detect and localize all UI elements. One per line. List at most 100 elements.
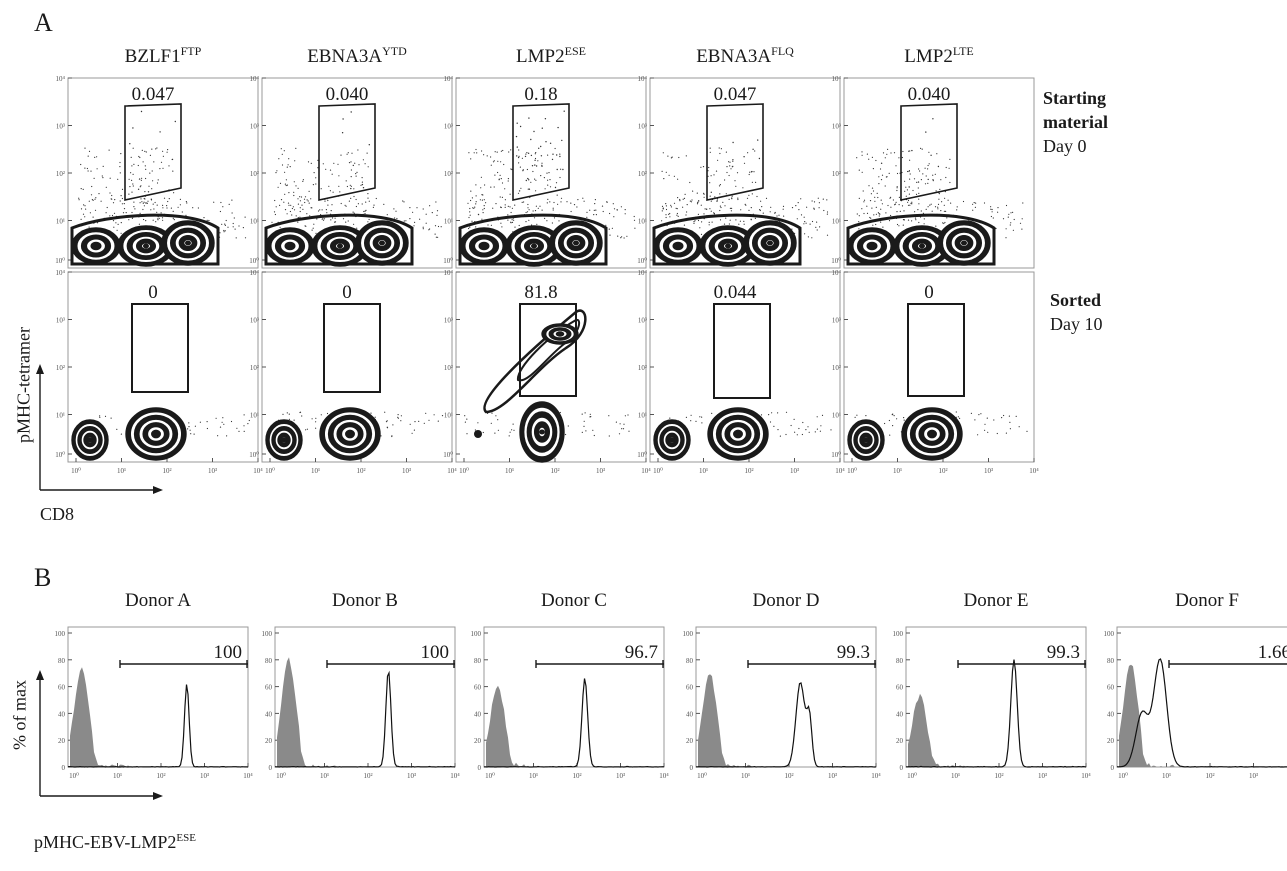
event-dot [275, 172, 277, 174]
x-tick-label: 10³ [200, 772, 209, 780]
event-dot [593, 214, 595, 216]
event-dot [908, 170, 910, 172]
event-dot [490, 224, 492, 226]
event-dot [285, 179, 287, 181]
event-dot [991, 208, 993, 211]
x-tick-label: 10² [938, 467, 947, 475]
event-dot [425, 222, 427, 224]
event-dot [189, 429, 191, 431]
gate-dot [362, 187, 365, 189]
event-dot [162, 219, 164, 221]
y-tick-label: 10⁰ [55, 257, 65, 265]
event-dot [437, 420, 439, 422]
event-dot [948, 167, 950, 169]
event-dot [878, 176, 880, 178]
event-dot [121, 203, 123, 205]
event-dot [594, 203, 596, 205]
event-dot [280, 199, 283, 201]
event-dot [307, 200, 309, 202]
event-dot [533, 217, 536, 219]
event-dot [815, 226, 817, 228]
event-dot [485, 202, 487, 204]
x-tick-label: 10³ [984, 467, 993, 475]
gate-dot [531, 165, 534, 167]
event-dot [482, 194, 484, 196]
event-dot [144, 150, 146, 152]
event-dot [935, 225, 937, 227]
event-dot [96, 168, 98, 170]
contour-core [143, 243, 149, 249]
event-dot [322, 163, 324, 165]
y-tick-label: 40 [58, 710, 66, 718]
event-dot [224, 230, 226, 232]
event-dot [350, 176, 352, 178]
event-dot [856, 157, 858, 159]
event-dot [330, 219, 332, 221]
event-dot [367, 193, 369, 195]
event-dot [333, 162, 335, 164]
x-tick-label: 10¹ [320, 772, 329, 780]
event-dot [717, 159, 719, 161]
event-dot [322, 219, 325, 221]
event-dot [138, 223, 140, 225]
event-dot [552, 209, 554, 211]
event-dot [870, 217, 872, 219]
event-dot [221, 421, 223, 423]
event-dot [308, 190, 310, 192]
event-dot [874, 200, 876, 202]
event-dot [353, 188, 355, 190]
event-dot [866, 212, 869, 214]
event-dot [125, 212, 127, 214]
event-dot [153, 161, 155, 163]
event-dot [168, 198, 170, 200]
event-dot [886, 176, 888, 178]
event-dot [100, 200, 102, 202]
y-tick-label: 60 [265, 684, 273, 692]
y-tick-label: 60 [686, 684, 694, 692]
event-dot [409, 423, 411, 425]
event-dot [1021, 218, 1023, 220]
event-dot [750, 207, 752, 209]
event-dot [321, 209, 323, 211]
event-dot [108, 149, 110, 151]
event-dot [819, 226, 821, 228]
event-dot [295, 147, 297, 149]
event-dot [895, 165, 897, 167]
event-dot [355, 173, 357, 175]
event-dot [691, 199, 693, 201]
event-dot [83, 204, 85, 206]
event-dot [583, 425, 585, 427]
event-dot [411, 432, 413, 434]
event-dot [697, 213, 699, 215]
event-dot [719, 184, 721, 186]
gate-dot [930, 154, 932, 156]
gate-dot [757, 139, 759, 141]
event-dot [433, 414, 435, 416]
event-dot [893, 415, 895, 417]
event-dot [179, 204, 181, 206]
event-dot [412, 211, 414, 213]
event-dot [916, 181, 918, 183]
y-tick-label: 80 [896, 657, 904, 665]
y-tick-label: 100 [262, 630, 273, 638]
event-dot [1009, 428, 1011, 430]
event-dot [896, 186, 898, 188]
event-dot [287, 164, 289, 166]
event-dot [930, 203, 932, 205]
event-dot [918, 221, 920, 224]
event-dot [914, 217, 917, 219]
event-dot [499, 196, 501, 198]
event-dot [801, 433, 803, 436]
column-title-sup: FLQ [771, 44, 794, 58]
event-dot [920, 210, 922, 212]
event-dot [662, 208, 664, 210]
donor-title-1: Donor B [332, 590, 398, 611]
gate-dot [732, 141, 734, 144]
event-dot [1009, 421, 1011, 423]
y-tick-label: 60 [896, 684, 904, 692]
gate-dot [368, 144, 370, 146]
x-tick-label: 10³ [402, 467, 411, 475]
event-dot [940, 179, 942, 181]
event-dot [729, 219, 731, 221]
